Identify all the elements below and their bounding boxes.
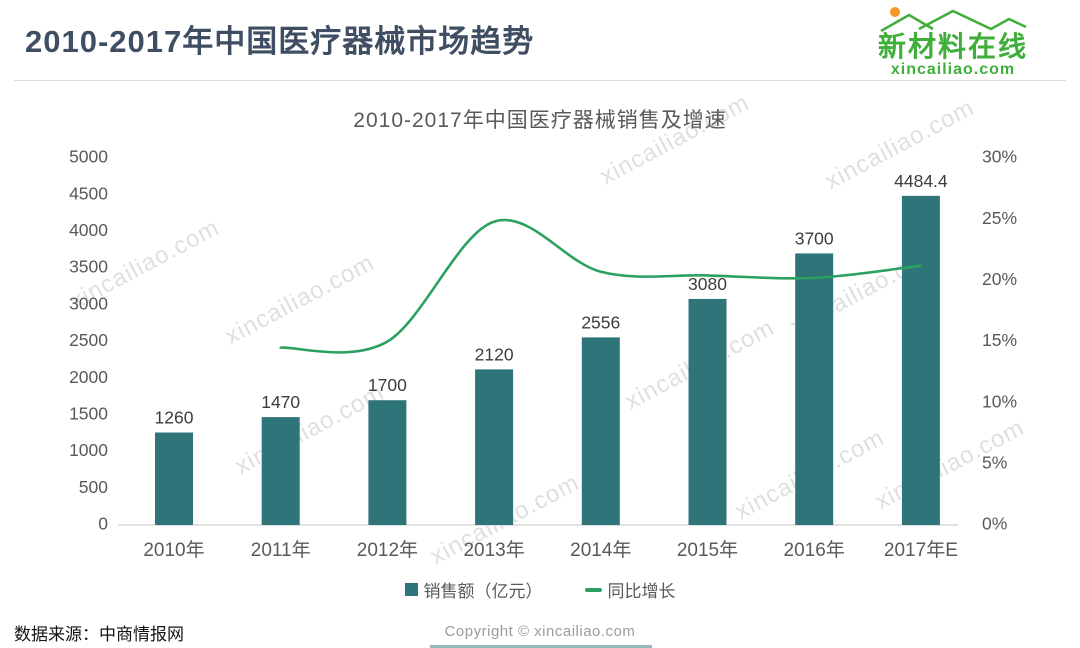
data-source-note: 数据来源：中商情报网 xyxy=(14,625,184,644)
legend-label-growth: 同比增长 xyxy=(607,582,676,601)
x-axis-label: 2015年 xyxy=(677,539,738,561)
logo-name: 新材料在线 xyxy=(878,31,1029,62)
x-axis-label: 2014年 xyxy=(570,539,631,561)
chart-title: 2010-2017年中国医疗器械销售及增速 xyxy=(353,109,727,132)
xincailiao-logo: 新材料在线 xincailiao.com xyxy=(878,6,1028,79)
right-axis-tick: 10% xyxy=(982,391,1017,411)
bar-value-label: 3700 xyxy=(795,228,834,248)
page-title: 2010-2017年中国医疗器械市场趋势 xyxy=(25,24,535,59)
legend-item-sales: 销售额（亿元） xyxy=(404,577,543,602)
sales-bar xyxy=(475,369,514,525)
bar-value-label: 3080 xyxy=(688,274,727,294)
x-axis-label: 2010年 xyxy=(143,539,204,561)
right-axis-tick: 30% xyxy=(982,147,1017,167)
left-axis-tick: 4500 xyxy=(69,183,108,203)
x-axis-label: 2012年 xyxy=(357,539,418,561)
bar-value-label: 1260 xyxy=(155,408,194,428)
left-axis-tick: 500 xyxy=(79,477,108,497)
left-axis-tick: 1000 xyxy=(69,440,108,460)
x-axis-label: 2011年 xyxy=(251,539,311,561)
left-axis-tick: 2500 xyxy=(69,330,108,350)
bar-value-label: 1700 xyxy=(368,375,407,395)
bar-value-label: 2120 xyxy=(475,344,514,364)
logo-domain: xincailiao.com xyxy=(890,61,1016,79)
right-axis-tick: 20% xyxy=(982,269,1017,289)
right-axis-tick: 0% xyxy=(982,514,1007,534)
header-divider xyxy=(14,80,1066,81)
copyright-note: Copyright © xincailiao.com xyxy=(444,623,636,640)
sales-bar xyxy=(368,400,407,525)
left-axis-tick: 2000 xyxy=(69,367,108,387)
right-axis-tick: 5% xyxy=(982,452,1007,472)
right-axis-tick: 15% xyxy=(982,330,1017,350)
next-section-strip xyxy=(430,645,652,648)
left-axis-tick: 3000 xyxy=(69,293,108,313)
bar-value-label: 4484.4 xyxy=(894,171,948,191)
bar-value-label: 2556 xyxy=(581,312,620,332)
chart-legend: 销售额（亿元） 同比增长 xyxy=(0,577,1080,602)
legend-label-sales: 销售额（亿元） xyxy=(423,582,543,601)
right-axis-tick: 25% xyxy=(982,208,1017,228)
mountain-sun-icon xyxy=(880,7,1027,32)
left-axis-tick: 1500 xyxy=(69,404,108,424)
sales-bar xyxy=(261,417,300,525)
left-axis-tick: 5000 xyxy=(69,147,108,167)
left-axis-tick: 3500 xyxy=(69,257,108,277)
sales-bar xyxy=(795,253,834,526)
sales-bar xyxy=(901,195,940,526)
left-axis-tick: 4000 xyxy=(69,220,108,240)
left-axis-tick: 0 xyxy=(98,514,108,534)
x-axis-label: 2017年E xyxy=(884,539,958,561)
sales-bar xyxy=(688,298,727,525)
sales-bar xyxy=(155,432,193,525)
legend-item-growth: 同比增长 xyxy=(584,577,676,602)
line-series-swatch xyxy=(584,587,602,592)
growth-line xyxy=(279,218,923,354)
x-axis-label: 2013年 xyxy=(463,539,524,561)
x-axis-label: 2016年 xyxy=(784,539,845,561)
bar-value-label: 1470 xyxy=(261,392,300,412)
bar-series-swatch xyxy=(404,583,418,596)
sales-bar xyxy=(581,337,620,525)
